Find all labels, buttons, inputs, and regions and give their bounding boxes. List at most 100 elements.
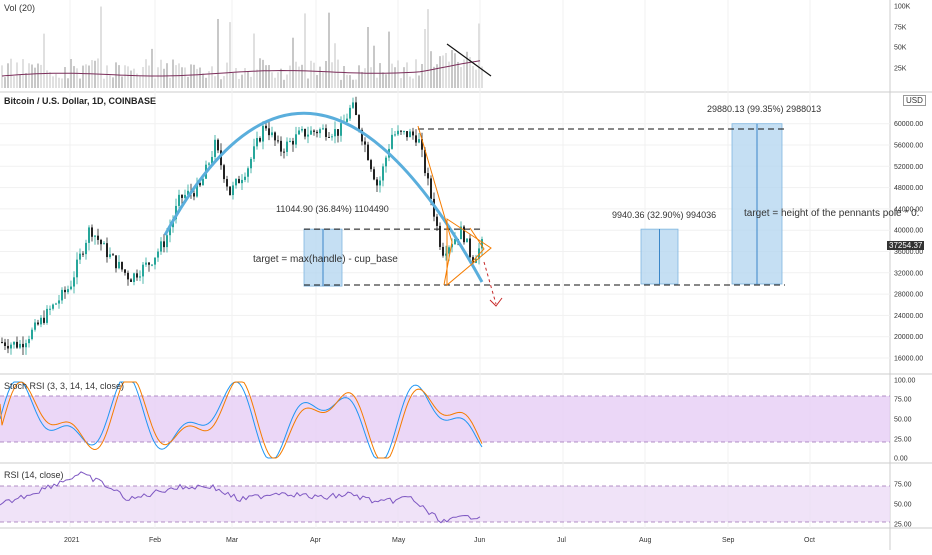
volume-bar bbox=[142, 66, 144, 88]
candle-body bbox=[142, 264, 144, 277]
candle-body bbox=[130, 279, 132, 282]
volume-bar bbox=[55, 73, 57, 88]
volume-bar bbox=[457, 61, 459, 88]
candle-body bbox=[328, 136, 330, 138]
candle-body bbox=[151, 264, 153, 266]
volume-bar bbox=[310, 60, 312, 88]
candle-body bbox=[4, 342, 6, 346]
volume-bar bbox=[451, 50, 453, 88]
candle-body bbox=[481, 239, 483, 249]
volume-bar bbox=[421, 63, 423, 88]
volume-bar bbox=[1, 65, 3, 88]
volume-bar bbox=[247, 71, 249, 88]
candle-body bbox=[241, 179, 243, 184]
price-tick-label: 36000.00 bbox=[894, 249, 923, 256]
volume-bar bbox=[331, 62, 333, 88]
candle-body bbox=[286, 141, 288, 152]
candle-body bbox=[415, 135, 417, 143]
candle-body bbox=[424, 149, 426, 174]
volume-bar bbox=[181, 67, 183, 88]
volume-bar bbox=[463, 59, 465, 88]
volume-bar bbox=[283, 79, 285, 88]
rsi-tick-label: 25.00 bbox=[894, 522, 912, 529]
volume-bar bbox=[82, 65, 84, 88]
rsi-tick-label: 50.00 bbox=[894, 502, 912, 509]
price-tick-label: 48000.00 bbox=[894, 185, 923, 192]
candle-body bbox=[334, 129, 336, 137]
volume-bar bbox=[475, 69, 477, 88]
candle-body bbox=[220, 150, 222, 166]
candle-body bbox=[223, 165, 225, 180]
price-tick-label: 24000.00 bbox=[894, 313, 923, 320]
candle-body bbox=[250, 158, 252, 169]
candle-body bbox=[430, 178, 432, 199]
candle-body bbox=[157, 251, 159, 258]
volume-bar bbox=[373, 45, 375, 88]
volume-bar bbox=[436, 64, 438, 88]
candle-body bbox=[352, 102, 354, 108]
volume-bar bbox=[316, 75, 318, 88]
volume-bar bbox=[394, 67, 396, 88]
volume-bar bbox=[133, 68, 135, 88]
volume-bar bbox=[403, 67, 405, 88]
volume-bar bbox=[442, 55, 444, 88]
candle-body bbox=[448, 247, 450, 254]
x-axis-label: May bbox=[392, 537, 406, 544]
volume-bar bbox=[64, 67, 66, 88]
volume-bar bbox=[238, 78, 240, 88]
volume-bar bbox=[220, 79, 222, 88]
candle-body bbox=[238, 178, 240, 184]
volume-bar bbox=[61, 78, 63, 88]
volume-bar bbox=[271, 72, 273, 88]
volume-bar bbox=[193, 64, 195, 88]
volume-bar bbox=[232, 73, 234, 88]
volume-bar bbox=[472, 66, 474, 88]
candle-body bbox=[169, 227, 171, 236]
volume-bar bbox=[67, 78, 69, 88]
candle-body bbox=[226, 179, 228, 187]
candle-body bbox=[55, 303, 57, 305]
rsi-label: RSI (14, close) bbox=[4, 470, 64, 480]
volume-bar bbox=[235, 68, 237, 88]
price-tick-label: 60000.00 bbox=[894, 121, 923, 128]
x-axis-label: Apr bbox=[310, 537, 322, 544]
candle-body bbox=[364, 141, 366, 145]
stoch-tick-label: 75.00 bbox=[894, 397, 912, 404]
volume-bar bbox=[412, 78, 414, 88]
candle-body bbox=[103, 243, 105, 245]
candle-body bbox=[217, 139, 219, 151]
volume-bar bbox=[250, 76, 252, 88]
candle-body bbox=[79, 253, 81, 260]
volume-bar bbox=[118, 65, 120, 88]
candle-body bbox=[16, 341, 18, 348]
pennant-inner bbox=[469, 227, 485, 263]
candle-body bbox=[181, 194, 183, 198]
volume-bar bbox=[319, 66, 321, 88]
currency-badge[interactable]: USD bbox=[903, 95, 926, 106]
volume-bar bbox=[37, 63, 39, 88]
price-tick-label: 28000.00 bbox=[894, 292, 923, 299]
volume-bar bbox=[19, 74, 21, 88]
candle-body bbox=[301, 128, 303, 131]
candle-body bbox=[46, 308, 48, 323]
candle-body bbox=[124, 269, 126, 273]
volume-bar bbox=[73, 66, 75, 88]
candle-body bbox=[394, 134, 396, 136]
candle-body bbox=[58, 300, 60, 304]
volume-bar bbox=[439, 56, 441, 88]
price-tick-label: 56000.00 bbox=[894, 143, 923, 150]
volume-bar bbox=[466, 51, 468, 88]
volume-bar bbox=[208, 71, 210, 88]
volume-bar bbox=[256, 69, 258, 88]
volume-bar bbox=[124, 65, 126, 88]
volume-bar bbox=[25, 73, 27, 88]
volume-bar bbox=[88, 65, 90, 88]
price-tick-label: 20000.00 bbox=[894, 334, 923, 341]
volume-bar bbox=[85, 64, 87, 88]
volume-bar bbox=[361, 71, 363, 88]
volume-bar bbox=[136, 73, 138, 88]
volume-bar bbox=[334, 43, 336, 88]
volume-bar bbox=[370, 67, 372, 88]
candle-body bbox=[322, 128, 324, 130]
